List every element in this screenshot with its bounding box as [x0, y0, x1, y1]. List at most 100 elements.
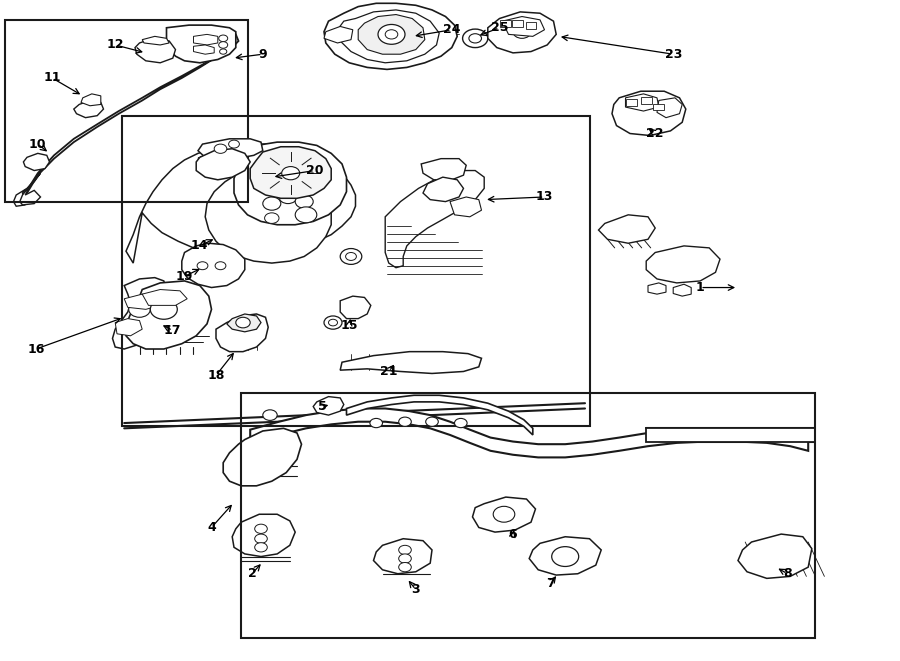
Circle shape [255, 534, 267, 543]
Circle shape [150, 299, 177, 319]
Polygon shape [340, 296, 371, 319]
Circle shape [324, 316, 342, 329]
Text: 10: 10 [29, 137, 47, 151]
Circle shape [236, 317, 250, 328]
Circle shape [346, 253, 356, 260]
Circle shape [229, 140, 239, 148]
Circle shape [378, 24, 405, 44]
Polygon shape [612, 91, 686, 136]
Polygon shape [142, 290, 187, 305]
Polygon shape [598, 215, 655, 243]
Polygon shape [346, 395, 533, 435]
Text: 8: 8 [783, 567, 792, 580]
Circle shape [263, 197, 281, 210]
Polygon shape [234, 142, 346, 225]
Bar [4, 20, 248, 202]
Circle shape [463, 29, 488, 48]
Text: 3: 3 [411, 583, 420, 596]
Circle shape [282, 167, 300, 180]
Polygon shape [500, 20, 511, 27]
Bar [241, 393, 814, 638]
Circle shape [279, 190, 297, 204]
Text: 22: 22 [646, 127, 664, 140]
Circle shape [399, 545, 411, 555]
Polygon shape [488, 12, 556, 53]
Polygon shape [358, 15, 425, 54]
Circle shape [220, 49, 227, 54]
Polygon shape [626, 99, 637, 106]
Polygon shape [142, 36, 169, 45]
Polygon shape [657, 98, 682, 118]
Polygon shape [738, 534, 812, 578]
Text: 1: 1 [696, 281, 705, 294]
Polygon shape [324, 3, 457, 69]
Circle shape [328, 319, 338, 326]
Text: 19: 19 [176, 270, 194, 283]
Text: 9: 9 [258, 48, 267, 61]
Circle shape [454, 418, 467, 428]
Circle shape [255, 524, 267, 533]
Text: 17: 17 [164, 324, 182, 337]
Text: 5: 5 [318, 400, 327, 413]
Polygon shape [423, 177, 464, 202]
Circle shape [399, 417, 411, 426]
Circle shape [295, 207, 317, 223]
Circle shape [513, 25, 531, 38]
Polygon shape [450, 197, 482, 217]
Polygon shape [385, 171, 484, 268]
Text: 18: 18 [207, 369, 225, 382]
Circle shape [265, 213, 279, 223]
Polygon shape [421, 159, 466, 180]
Polygon shape [340, 352, 482, 373]
Polygon shape [502, 17, 544, 36]
Polygon shape [648, 283, 666, 294]
Polygon shape [27, 32, 238, 193]
Polygon shape [626, 94, 659, 111]
Polygon shape [529, 537, 601, 575]
Polygon shape [126, 144, 356, 263]
Polygon shape [81, 94, 101, 106]
Circle shape [219, 42, 228, 48]
Text: 21: 21 [380, 365, 398, 378]
Polygon shape [126, 281, 212, 349]
Polygon shape [227, 314, 261, 332]
Circle shape [215, 262, 226, 270]
Text: 20: 20 [306, 164, 324, 177]
Polygon shape [232, 514, 295, 557]
Circle shape [214, 144, 227, 153]
Circle shape [399, 563, 411, 572]
Text: 24: 24 [443, 23, 461, 36]
Polygon shape [115, 319, 142, 336]
Polygon shape [641, 97, 652, 104]
Text: 25: 25 [491, 21, 508, 34]
Circle shape [129, 301, 150, 317]
Polygon shape [74, 100, 104, 118]
Polygon shape [112, 278, 166, 349]
Circle shape [255, 543, 267, 552]
Polygon shape [194, 45, 214, 54]
Polygon shape [250, 408, 808, 457]
Polygon shape [250, 147, 331, 198]
Text: 14: 14 [191, 239, 209, 253]
Circle shape [399, 554, 411, 563]
Polygon shape [135, 38, 176, 63]
Polygon shape [313, 397, 344, 415]
Polygon shape [196, 149, 250, 180]
Polygon shape [198, 139, 263, 160]
Polygon shape [653, 104, 664, 110]
Polygon shape [216, 314, 268, 352]
Polygon shape [182, 243, 245, 288]
Polygon shape [23, 153, 50, 171]
Polygon shape [526, 22, 536, 29]
Text: 2: 2 [248, 567, 256, 580]
Polygon shape [374, 539, 432, 574]
Text: 7: 7 [546, 576, 555, 590]
Circle shape [469, 34, 482, 43]
Polygon shape [673, 284, 691, 296]
Text: 6: 6 [508, 527, 518, 541]
Text: 16: 16 [27, 342, 45, 356]
Text: 12: 12 [106, 38, 124, 52]
Circle shape [263, 410, 277, 420]
Circle shape [493, 506, 515, 522]
Bar [122, 116, 590, 426]
